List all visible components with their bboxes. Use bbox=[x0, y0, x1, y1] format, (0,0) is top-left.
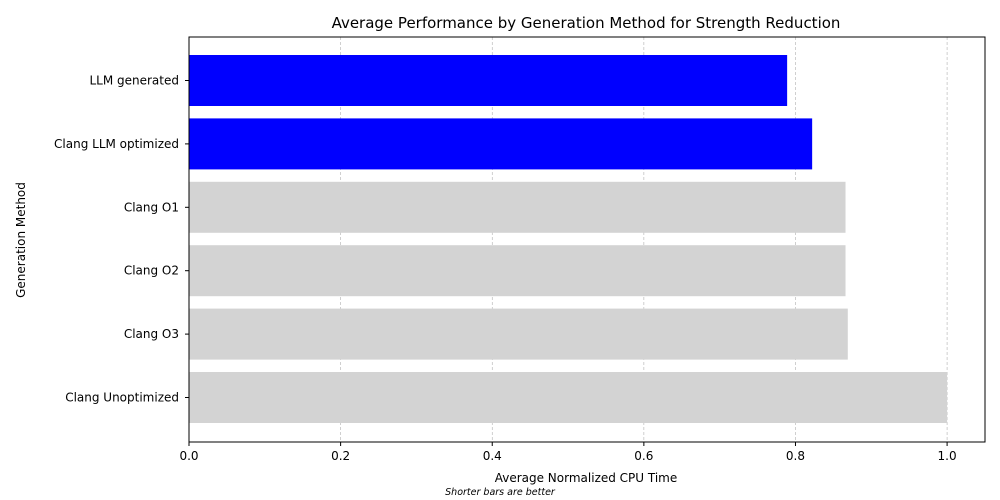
x-tick-label: 0.4 bbox=[483, 449, 502, 463]
bar-clang-unoptimized bbox=[189, 372, 948, 423]
y-tick-label: Clang O2 bbox=[124, 264, 179, 278]
bar-clang-llm-optimized bbox=[189, 118, 813, 170]
plot-frame bbox=[188, 36, 986, 443]
bars bbox=[189, 55, 948, 423]
y-axis-ticks: LLM generated Clang LLM optimized Clang O1… bbox=[54, 74, 189, 405]
x-axis-title: Average Normalized CPU Time bbox=[495, 471, 678, 485]
footnote-text: Shorter bars are better bbox=[445, 487, 556, 498]
bar-llm-generated bbox=[189, 55, 788, 106]
x-tick-label: 0.2 bbox=[331, 449, 350, 463]
chart-title: Average Performance by Generation Method… bbox=[332, 14, 841, 32]
x-tick-label: 0.0 bbox=[179, 449, 198, 463]
y-tick-label: Clang O3 bbox=[124, 327, 179, 341]
x-tick-label: 0.6 bbox=[634, 449, 653, 463]
bar-clang-o3 bbox=[189, 308, 848, 360]
x-axis-ticks: 0.0 0.2 0.4 0.6 0.8 1.0 bbox=[179, 442, 957, 463]
y-tick-label: Clang Unoptimized bbox=[65, 391, 179, 405]
y-axis-title: Generation Method bbox=[14, 182, 28, 298]
y-tick-label: Clang O1 bbox=[124, 200, 179, 214]
x-tick-label: 0.8 bbox=[786, 449, 805, 463]
bar-clang-o1 bbox=[189, 181, 846, 233]
y-tick-label: Clang LLM optimized bbox=[54, 137, 179, 151]
x-tick-label: 1.0 bbox=[938, 449, 957, 463]
bar-clang-o2 bbox=[189, 245, 846, 297]
y-tick-label: LLM generated bbox=[89, 74, 179, 88]
